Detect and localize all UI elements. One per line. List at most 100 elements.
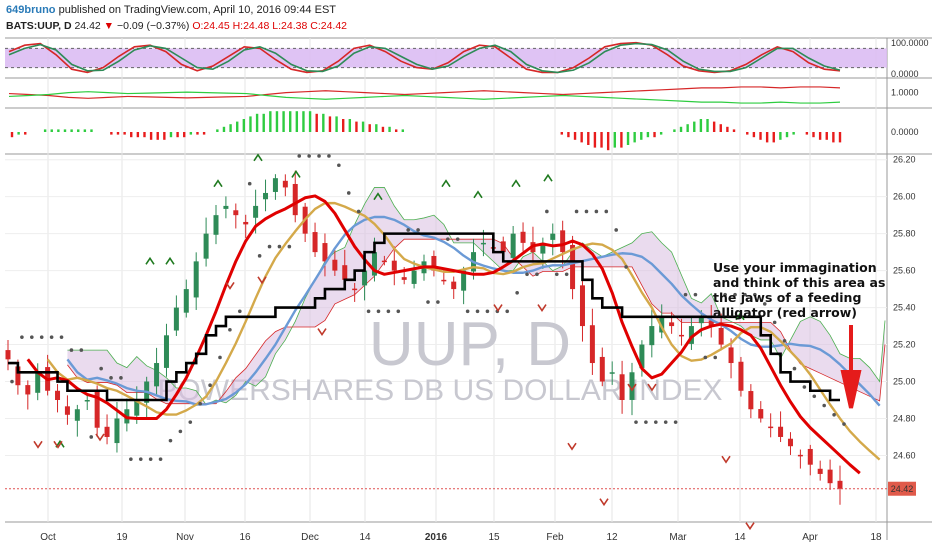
psar-dot	[634, 420, 638, 424]
candle-body	[589, 325, 595, 364]
candle-body	[84, 400, 90, 402]
osc1-line-0	[8, 41, 841, 74]
histogram-bar	[348, 119, 352, 132]
psar-dot	[178, 429, 183, 434]
author-link[interactable]: 649bruno	[6, 4, 56, 16]
psar-dot	[307, 154, 311, 158]
psar-dot	[297, 154, 302, 158]
psar-dot	[376, 309, 381, 314]
candle-body	[282, 180, 288, 188]
histogram-bar	[275, 111, 279, 132]
candle-body	[243, 221, 249, 225]
psar-dot	[208, 383, 212, 388]
x-tick-label: Dec	[301, 532, 319, 543]
histogram-bar	[567, 132, 570, 138]
psar-dot	[59, 335, 64, 339]
candle-body	[362, 270, 368, 286]
symbol-legend: BATS:UUP, D 24.42 ▼ −0.09 (−0.37%) O:24.…	[6, 20, 347, 32]
histogram-bar	[600, 132, 603, 148]
fractal-up-icon	[291, 170, 301, 178]
psar-dot	[267, 244, 272, 249]
histogram-bar	[202, 132, 206, 135]
psar-dot	[594, 209, 599, 214]
histogram-bar	[143, 132, 146, 138]
candle-body	[758, 409, 764, 419]
histogram-bar	[216, 129, 219, 132]
psar-dot	[753, 292, 757, 297]
candle-body	[25, 385, 31, 395]
x-tick-label: 12	[606, 532, 618, 543]
fractal-down-icon	[627, 383, 637, 392]
watermark-symbol: UUP, D	[369, 310, 571, 379]
candle-body	[728, 347, 734, 364]
psar-dot	[20, 335, 24, 339]
histogram-bar	[335, 116, 338, 132]
candle-body	[134, 400, 140, 416]
psar-dot	[673, 420, 678, 424]
fractal-down-icon	[95, 433, 105, 442]
candle-body	[579, 285, 585, 327]
candle-body	[342, 265, 348, 280]
psar-dot	[822, 403, 826, 408]
fractal-down-icon	[53, 440, 63, 449]
psar-dot	[525, 272, 529, 277]
candle-body	[609, 372, 615, 374]
candle-body	[570, 244, 576, 290]
candle-body	[193, 261, 199, 298]
candle-body	[381, 260, 387, 263]
histogram-bar	[653, 132, 656, 138]
x-tick-label: 18	[870, 532, 882, 543]
candle-body	[817, 468, 823, 474]
candle-body	[451, 281, 457, 290]
histogram-bar	[57, 129, 60, 132]
candle-body	[639, 344, 645, 369]
histogram-bar	[699, 119, 703, 132]
histogram-bar	[43, 129, 47, 132]
psar-dot	[406, 228, 410, 232]
alligator-teeth-line	[46, 201, 881, 461]
fractal-down-icon	[647, 383, 657, 392]
psar-dot	[644, 420, 648, 424]
candle-body	[203, 233, 209, 259]
candle-body	[223, 205, 229, 209]
fractal-down-icon	[225, 281, 235, 290]
fractal-down-icon	[257, 276, 267, 285]
psar-dot	[416, 228, 420, 232]
fractal-up-icon	[473, 190, 483, 199]
price-tick-label: 26.20	[893, 155, 916, 165]
red-arrow-icon	[840, 325, 862, 409]
price-tick-label: 25.00	[893, 377, 916, 387]
psar-dot	[772, 320, 777, 325]
psar-dot	[386, 309, 391, 314]
candle-body	[253, 205, 259, 218]
psar-dot	[455, 237, 460, 241]
candle-body	[837, 480, 843, 489]
alligator-jaw-line	[66, 215, 881, 407]
psar-dot	[624, 265, 628, 269]
histogram-bar	[355, 121, 358, 132]
histogram-bar	[176, 132, 179, 138]
histogram-bar	[63, 129, 67, 132]
psar-dot	[337, 163, 341, 168]
fractal-up-icon	[213, 179, 223, 188]
histogram-bar	[818, 132, 822, 140]
histogram-bar	[308, 111, 312, 132]
candle-body	[698, 316, 704, 324]
x-tick-label: 19	[116, 532, 128, 543]
psar-dot	[792, 366, 797, 371]
histogram-bar	[328, 116, 332, 132]
histogram-bar	[130, 132, 133, 138]
psar-dot	[148, 457, 153, 461]
x-tick-label: Feb	[546, 532, 564, 543]
psar-dot	[327, 154, 331, 158]
histogram-bar	[242, 119, 246, 132]
psar-dot	[188, 420, 193, 424]
histogram-bar	[679, 126, 683, 132]
histogram-bar	[269, 111, 272, 132]
psar-dot	[584, 209, 589, 214]
candle-body	[748, 391, 754, 410]
candle-body	[114, 418, 120, 444]
histogram-bar	[70, 129, 73, 132]
histogram-bar	[116, 132, 120, 135]
